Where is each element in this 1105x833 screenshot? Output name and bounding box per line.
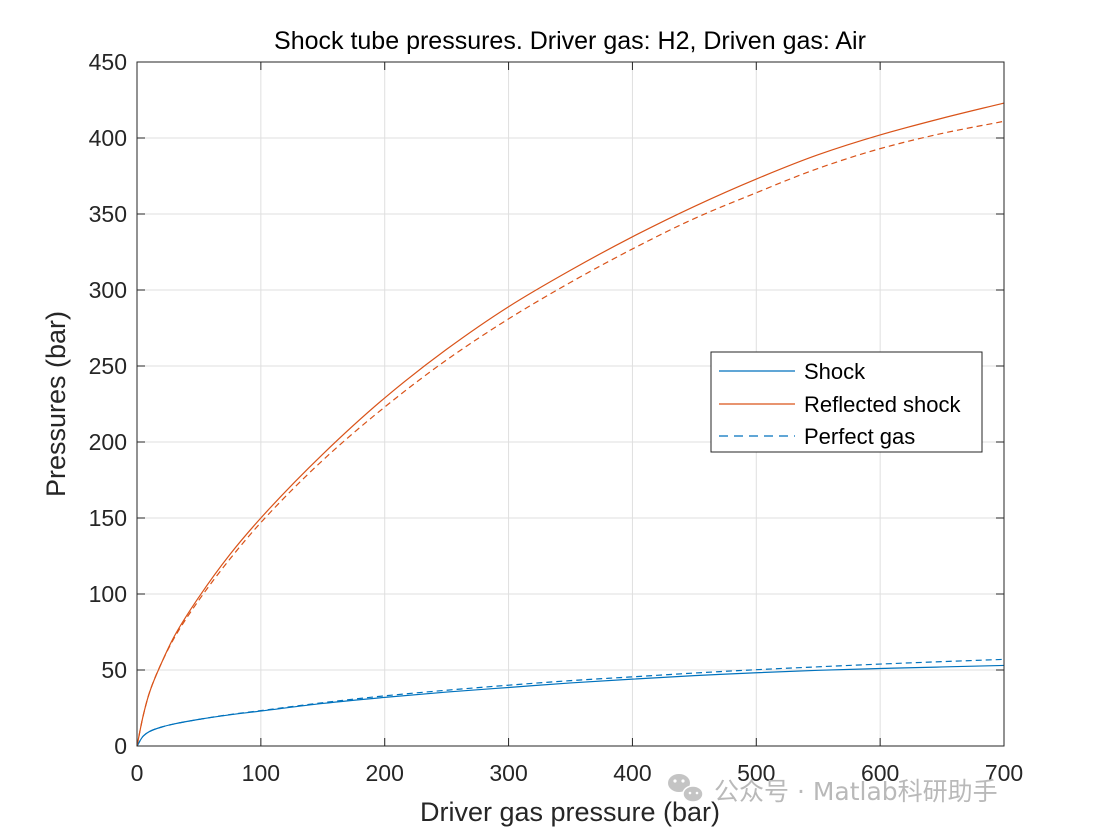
- legend-label-perfect-gas: Perfect gas: [804, 424, 915, 449]
- y-tick-label: 450: [89, 49, 127, 75]
- y-axis-label: Pressures (bar): [41, 311, 71, 497]
- y-tick-label: 400: [89, 125, 127, 151]
- legend: Shock Reflected shock Perfect gas: [710, 351, 983, 453]
- tick-labels: 0 100 200 300 400 500 600 700 0 50 100 150 200 250 300…: [89, 49, 1024, 786]
- legend-box: [710, 351, 983, 453]
- y-tick-label: 300: [89, 277, 127, 303]
- y-tick-label: 50: [101, 657, 127, 683]
- wechat-icon: [668, 774, 704, 803]
- x-tick-label: 300: [489, 760, 527, 786]
- watermark-text: 公众号 · Matlab科研助手: [714, 777, 998, 806]
- series-line-shock-perfect-gas: [136, 658, 1005, 747]
- legend-label-reflected-shock: Reflected shock: [804, 392, 962, 417]
- y-tick-label: 150: [89, 505, 127, 531]
- x-tick-label: 0: [131, 760, 144, 786]
- series-line-reflected-shock-perfect-gas: [136, 120, 1005, 747]
- y-tick-label: 200: [89, 429, 127, 455]
- chart-title: Shock tube pressures. Driver gas: H2, Dr…: [274, 27, 866, 55]
- y-tick-label: 250: [89, 353, 127, 379]
- series-line-reflected-shock: [136, 102, 1005, 747]
- x-tick-label: 100: [242, 760, 280, 786]
- x-tick-label: 700: [985, 760, 1023, 786]
- y-tick-label: 100: [89, 581, 127, 607]
- plot-frame: [136, 61, 1005, 747]
- x-tick-label: 400: [613, 760, 651, 786]
- x-axis-label: Driver gas pressure (bar): [420, 797, 720, 827]
- x-tick-label: 600: [861, 760, 899, 786]
- x-tick-label: 500: [737, 760, 775, 786]
- y-tick-label: 350: [89, 201, 127, 227]
- legend-label-shock: Shock: [804, 359, 866, 384]
- x-tick-label: 200: [366, 760, 404, 786]
- y-tick-label: 0: [114, 733, 127, 759]
- watermark: 公众号 · Matlab科研助手: [668, 774, 998, 806]
- series-lines: [136, 102, 1005, 747]
- axis-ticks: [136, 61, 1005, 747]
